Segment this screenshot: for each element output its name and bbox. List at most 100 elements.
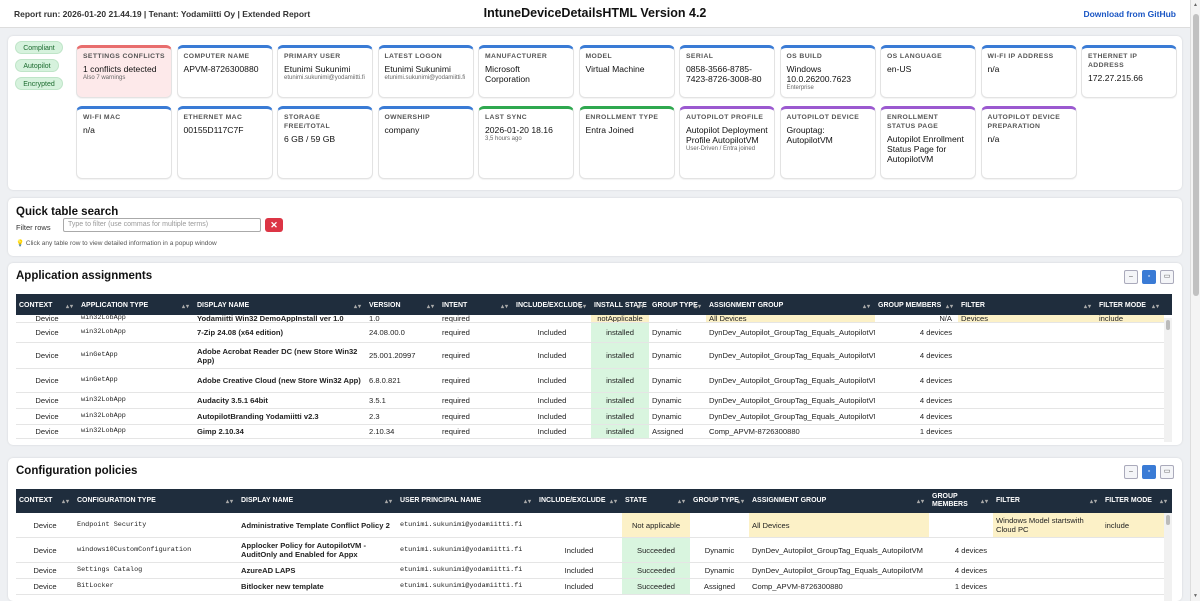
column-header[interactable]: ASSIGNMENT GROUP ▴▾ bbox=[749, 489, 929, 513]
column-header[interactable]: ASSIGNMENT GROUP ▴▾ bbox=[706, 294, 875, 318]
scroll-up-icon[interactable]: ▲ bbox=[1193, 2, 1198, 8]
table-row[interactable]: Device win32LobApp Gimp 2.10.34 2.10.34 requ… bbox=[16, 425, 1172, 439]
clear-filter-button[interactable]: ✕ bbox=[265, 218, 283, 232]
card-label: AUTOPILOT PROFILE bbox=[686, 114, 764, 121]
column-header-label: INTENT bbox=[442, 302, 468, 309]
table-header: CONTEXT ▴▾ CONFIGURATION TYPE ▴▾ DISPLAY NAM… bbox=[16, 489, 1172, 513]
sort-icon[interactable]: ▴▾ bbox=[636, 304, 645, 310]
collapse-button[interactable]: – bbox=[1124, 270, 1138, 284]
expand-view-button[interactable]: ▭ bbox=[1160, 465, 1174, 479]
column-header[interactable]: GROUP MEMBERS ▴▾ bbox=[875, 294, 958, 318]
sort-icon[interactable]: ▴▾ bbox=[181, 304, 190, 310]
sort-icon[interactable]: ▴▾ bbox=[1159, 499, 1168, 505]
column-header[interactable]: VERSION ▴▾ bbox=[366, 294, 439, 318]
column-header[interactable]: GROUP TYPE ▴▾ bbox=[690, 489, 749, 513]
scrollbar-thumb[interactable] bbox=[1193, 14, 1199, 296]
table-cell: 25.001.20997 bbox=[369, 351, 416, 360]
sort-icon[interactable]: ▴▾ bbox=[384, 499, 393, 505]
sort-icon[interactable]: ▴▾ bbox=[916, 499, 925, 505]
sort-icon[interactable]: ▴▾ bbox=[609, 499, 618, 505]
scroll-down-icon[interactable]: ▼ bbox=[1193, 593, 1198, 599]
table-cell: 7-Zip 24.08 (x64 edition) bbox=[197, 328, 284, 337]
table-row[interactable]: Device BitLocker Bitlocker new template etu… bbox=[16, 579, 1172, 595]
table-cell bbox=[690, 513, 749, 537]
column-header[interactable]: GROUP MEMBERS ▴▾ bbox=[929, 489, 993, 513]
sort-icon[interactable]: ▴▾ bbox=[677, 499, 686, 505]
normal-view-button[interactable]: ▫ bbox=[1142, 270, 1156, 284]
column-header[interactable]: FILTER ▴▾ bbox=[958, 294, 1096, 318]
sort-icon[interactable]: ▴▾ bbox=[1089, 499, 1098, 505]
sort-icon[interactable]: ▴▾ bbox=[980, 499, 989, 505]
table-row[interactable]: Device Endpoint Security Administrative Te… bbox=[16, 513, 1172, 538]
table-scrollbar-thumb[interactable] bbox=[1166, 320, 1170, 330]
column-header[interactable]: FILTER MODE ▴▾ bbox=[1102, 489, 1172, 513]
table-scrollbar[interactable] bbox=[1164, 318, 1172, 442]
table-row[interactable]: Device winGetApp Adobe Acrobat Reader DC (… bbox=[16, 343, 1172, 369]
card-value: Virtual Machine bbox=[585, 64, 645, 74]
table-cell: 4 devices bbox=[954, 566, 987, 575]
table-cell: Devices bbox=[958, 315, 1096, 322]
column-header[interactable]: INTENT ▴▾ bbox=[439, 294, 513, 318]
table-row[interactable]: Device Settings Catalog AzureAD LAPS etunim… bbox=[16, 563, 1172, 579]
filter-input[interactable]: Type to filter (use commas for multiple … bbox=[63, 218, 261, 232]
card-label: MODEL bbox=[585, 53, 613, 60]
table-cell: Adobe Acrobat Reader DC (new Store Win32… bbox=[197, 346, 358, 365]
sort-icon[interactable]: ▴▾ bbox=[862, 304, 871, 310]
column-header[interactable]: INCLUDE/EXCLUDE ▴▾ bbox=[513, 294, 591, 318]
sort-icon[interactable]: ▴▾ bbox=[693, 304, 702, 310]
column-header[interactable]: FILTER ▴▾ bbox=[993, 489, 1102, 513]
table-row[interactable]: Device win32LobApp 7-Zip 24.08 (x64 editio… bbox=[16, 323, 1172, 343]
table-cell: etunimi.sukunimi@yodamiitti.fi bbox=[400, 520, 523, 529]
table-scrollbar[interactable] bbox=[1164, 513, 1172, 601]
table-cell: DynDev_Autopilot_GroupTag_Equals_Autopil… bbox=[709, 351, 875, 360]
card-value: 00155D117C7F bbox=[183, 125, 244, 135]
column-header[interactable]: DISPLAY NAME ▴▾ bbox=[194, 294, 366, 318]
column-header[interactable]: GROUP TYPE ▴▾ bbox=[649, 294, 706, 318]
column-header[interactable]: USER PRINCIPAL NAME ▴▾ bbox=[397, 489, 536, 513]
cfg-section-title: Configuration policies bbox=[16, 465, 138, 477]
table-cell: Included bbox=[564, 545, 594, 555]
expand-view-button[interactable]: ▭ bbox=[1160, 270, 1174, 284]
table-row[interactable]: Device windows10CustomConfiguration Apploc… bbox=[16, 538, 1172, 563]
table-cell bbox=[958, 409, 1096, 424]
column-header[interactable]: APPLICATION TYPE ▴▾ bbox=[78, 294, 194, 318]
sort-icon[interactable]: ▴▾ bbox=[736, 499, 745, 505]
sort-icon[interactable]: ▴▾ bbox=[578, 304, 587, 310]
sort-icon[interactable]: ▴▾ bbox=[1083, 304, 1092, 310]
table-cell bbox=[993, 563, 1102, 578]
column-header-label: DISPLAY NAME bbox=[241, 497, 294, 504]
page-scrollbar[interactable]: ▲ ▼ bbox=[1190, 0, 1200, 601]
table-row[interactable]: Device win32LobApp Audacity 3.5.1 64bit 3.5… bbox=[16, 393, 1172, 409]
column-header[interactable]: DISPLAY NAME ▴▾ bbox=[238, 489, 397, 513]
table-scrollbar-thumb[interactable] bbox=[1166, 515, 1170, 525]
column-header[interactable]: INCLUDE/EXCLUDE ▴▾ bbox=[536, 489, 622, 513]
column-header-label: INCLUDE/EXCLUDE bbox=[516, 302, 583, 309]
card-value: Etunimi Sukunimi bbox=[384, 64, 451, 74]
column-header[interactable]: FILTER MODE ▴▾ bbox=[1096, 294, 1164, 318]
info-card-latest-logon: LATEST LOGON Etunimi Sukunimi etunimi.suku… bbox=[377, 45, 474, 98]
sort-icon[interactable]: ▴▾ bbox=[1151, 304, 1160, 310]
column-header[interactable]: STATE ▴▾ bbox=[622, 489, 690, 513]
card-subtext: User-Driven / Entra joined bbox=[686, 146, 756, 152]
column-header[interactable]: INSTALL STATE ▴▾ bbox=[591, 294, 649, 318]
sort-icon[interactable]: ▴▾ bbox=[500, 304, 509, 310]
table-cell: Comp_APVM-8726300880 bbox=[709, 427, 800, 436]
column-header[interactable]: CONTEXT ▴▾ bbox=[16, 294, 78, 318]
sort-icon[interactable]: ▴▾ bbox=[61, 499, 70, 505]
table-row[interactable]: Device winGetApp Adobe Creative Cloud (new… bbox=[16, 369, 1172, 393]
normal-view-button[interactable]: ▫ bbox=[1142, 465, 1156, 479]
column-header[interactable]: CONFIGURATION TYPE ▴▾ bbox=[74, 489, 238, 513]
sort-icon[interactable]: ▴▾ bbox=[523, 499, 532, 505]
sort-icon[interactable]: ▴▾ bbox=[65, 304, 74, 310]
sort-icon[interactable]: ▴▾ bbox=[945, 304, 954, 310]
table-cell: Audacity 3.5.1 64bit bbox=[197, 396, 268, 405]
card-value: 172.27.215.66 bbox=[1088, 73, 1143, 83]
table-row[interactable]: Device win32LobApp AutopilotBranding Yodam… bbox=[16, 409, 1172, 425]
column-header[interactable]: CONTEXT ▴▾ bbox=[16, 489, 74, 513]
sort-icon[interactable]: ▴▾ bbox=[225, 499, 234, 505]
table-row[interactable]: Device win32LobApp Yodamiitti Win32 DemoAp… bbox=[16, 315, 1172, 323]
download-link[interactable]: Download from GitHub bbox=[1083, 9, 1176, 19]
sort-icon[interactable]: ▴▾ bbox=[353, 304, 362, 310]
collapse-button[interactable]: – bbox=[1124, 465, 1138, 479]
sort-icon[interactable]: ▴▾ bbox=[426, 304, 435, 310]
